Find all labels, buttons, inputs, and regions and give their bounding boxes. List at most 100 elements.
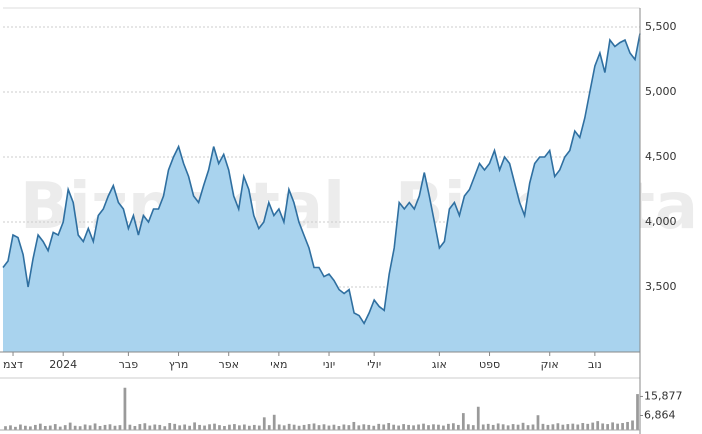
volume-bar: [158, 424, 162, 430]
volume-bar: [611, 422, 614, 430]
volume-bar: [636, 394, 639, 430]
volume-bar: [148, 425, 152, 430]
volume-bar: [218, 425, 221, 430]
volume-bar: [551, 424, 555, 430]
volume-bar: [616, 423, 619, 430]
volume-bar: [466, 424, 470, 430]
volume-bar: [238, 425, 241, 430]
volume-bar: [461, 413, 465, 430]
volume-bar: [601, 423, 605, 430]
volume-bar: [352, 421, 356, 430]
volume-bar: [362, 424, 366, 430]
volume-bar: [257, 425, 261, 430]
volume-bar: [536, 415, 540, 430]
volume-bar: [496, 423, 500, 430]
volume-bar: [412, 425, 415, 430]
volume-bar: [19, 424, 22, 430]
volume-bar: [58, 426, 62, 430]
volume-bar: [68, 422, 72, 430]
volume-bar: [382, 424, 386, 430]
volume-tick-label: 15,877: [644, 389, 683, 402]
x-tick-label: אוג: [432, 358, 447, 371]
volume-bar: [267, 425, 271, 430]
volume-bar: [481, 424, 485, 430]
volume-bar: [277, 424, 281, 430]
volume-bar: [252, 424, 256, 430]
volume-bar: [541, 423, 545, 430]
volume-bar: [242, 424, 246, 430]
volume-bar: [387, 423, 391, 430]
volume-bar: [442, 425, 445, 430]
volume-bar: [63, 425, 67, 430]
y-tick-label: 5,500: [645, 20, 677, 33]
volume-bar: [307, 424, 311, 430]
volume-bar: [571, 423, 575, 430]
volume-bar: [163, 426, 167, 430]
volume-bar: [566, 424, 570, 430]
volume-bar: [561, 424, 565, 430]
x-tick-label: אפר: [218, 358, 238, 371]
x-tick-label: יוני: [323, 358, 335, 371]
x-axis-band: [0, 352, 640, 378]
volume-bar: [233, 424, 236, 430]
volume-bar: [88, 425, 92, 430]
y-tick-label: 4,500: [645, 150, 677, 163]
volume-bar: [53, 424, 57, 430]
volume-bar: [606, 424, 610, 430]
y-tick-label: 3,500: [645, 280, 677, 293]
volume-bar: [501, 424, 505, 430]
volume-bar: [432, 424, 435, 430]
volume-bar: [282, 425, 286, 430]
volume-bar: [103, 424, 107, 430]
price-line: [2, 33, 641, 326]
volume-bar: [29, 426, 32, 430]
volume-bar: [43, 425, 47, 430]
volume-bar: [367, 424, 371, 430]
volume-bar: [208, 424, 211, 430]
volume-bar: [183, 424, 187, 430]
volume-bar: [591, 422, 595, 430]
volume-bar: [73, 425, 77, 430]
volume-bar: [188, 425, 191, 430]
volume-bar: [93, 423, 97, 430]
volume-bar: [223, 425, 226, 430]
volume-bar: [133, 425, 137, 430]
volume-bar: [456, 424, 460, 430]
volume-bar: [437, 424, 440, 430]
volume-bar: [631, 420, 634, 430]
volume-bar: [521, 422, 525, 430]
volume-bar: [198, 424, 201, 430]
volume-bar: [491, 424, 495, 430]
volume-bar: [486, 423, 490, 430]
x-tick-label: פבר: [119, 358, 139, 371]
volume-bar: [427, 425, 430, 430]
volume-bar: [452, 423, 455, 430]
volume-bar: [621, 423, 624, 430]
volume-bar: [143, 423, 147, 430]
volume-bar: [272, 414, 276, 430]
x-tick-label: מרץ: [169, 358, 189, 371]
x-tick-label: 2024: [49, 358, 77, 371]
volume-bar: [531, 424, 535, 430]
volume-bar: [476, 406, 480, 430]
volume-bar: [337, 425, 341, 430]
volume-bar: [213, 423, 216, 430]
volume-bar: [98, 425, 102, 430]
volume-bar: [78, 426, 82, 430]
volume-bar: [113, 425, 117, 430]
x-tick-label: מאי: [270, 358, 287, 371]
volume-bar: [193, 422, 196, 430]
volume-bar: [422, 423, 425, 430]
volume-bar: [322, 424, 326, 430]
volume-bar: [392, 424, 396, 430]
volume-bar: [153, 424, 157, 430]
volume-bar: [397, 425, 401, 430]
volume-bar: [302, 424, 306, 430]
volume-bar: [123, 387, 127, 430]
volume-bar: [511, 424, 515, 430]
volume-bar: [292, 424, 296, 430]
volume-bar: [173, 423, 177, 430]
volume-bar: [402, 424, 405, 430]
volume-bar: [9, 425, 12, 430]
volume-bar: [471, 425, 475, 430]
